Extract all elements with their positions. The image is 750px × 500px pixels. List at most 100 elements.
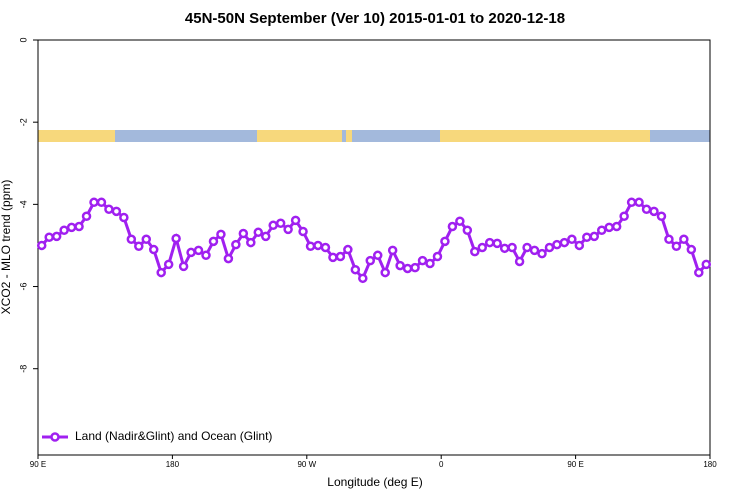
- x-tick-label: 180: [166, 460, 180, 469]
- data-point: [335, 251, 346, 262]
- data-point: [664, 234, 674, 245]
- data-point: [522, 242, 532, 253]
- data-point: [283, 224, 293, 235]
- data-point: [626, 197, 637, 208]
- chart-title: 45N-50N September (Ver 10) 2015-01-01 to…: [185, 10, 565, 27]
- data-point: [492, 238, 502, 249]
- data-point: [36, 240, 47, 251]
- y-tick-label: -4: [18, 200, 28, 208]
- data-point: [380, 267, 390, 278]
- data-point: [253, 227, 264, 238]
- y-tick-label: -2: [18, 118, 28, 126]
- y-axis-title: XCO2 - MLO trend (ppm): [0, 180, 13, 315]
- data-point: [402, 263, 413, 274]
- data-point: [119, 212, 129, 223]
- data-point: [567, 234, 577, 245]
- data-point: [320, 242, 331, 253]
- y-tick-label: -6: [18, 283, 28, 291]
- data-point: [148, 244, 159, 255]
- data-point: [260, 231, 271, 242]
- series-line: [40, 200, 708, 282]
- legend-label: Land (Nadir&Glint) and Ocean (Glint): [75, 429, 272, 443]
- data-point: [544, 242, 555, 253]
- data-point: [96, 197, 107, 208]
- data-point: [246, 237, 256, 248]
- data-point: [447, 221, 458, 232]
- data-point: [126, 234, 137, 245]
- data-point: [141, 234, 152, 245]
- data-point: [641, 204, 652, 215]
- data-point: [574, 240, 585, 251]
- y-tick-label: 0: [18, 37, 28, 42]
- data-point: [171, 233, 181, 244]
- data-point: [701, 259, 712, 270]
- data-point: [679, 234, 689, 245]
- y-tick-label: -8: [18, 365, 28, 373]
- data-point: [425, 258, 435, 269]
- x-tick-label: 180: [703, 460, 717, 469]
- data-point: [634, 197, 644, 208]
- data-point: [104, 204, 114, 215]
- data-point: [387, 245, 398, 256]
- data-point: [201, 250, 211, 261]
- data-point: [290, 215, 301, 226]
- data-point: [596, 225, 607, 235]
- data-point: [537, 248, 547, 259]
- data-point: [477, 242, 488, 253]
- data-point: [156, 267, 166, 278]
- legend-marker: [50, 432, 60, 442]
- data-point: [238, 228, 249, 239]
- x-tick-label: 90 W: [297, 460, 316, 469]
- data-point: [619, 211, 629, 222]
- data-point: [81, 211, 92, 222]
- data-point: [417, 255, 428, 266]
- data-point: [216, 229, 226, 240]
- data-point: [686, 244, 697, 255]
- data-point: [395, 260, 405, 271]
- data-point: [470, 246, 480, 257]
- data-point: [268, 220, 278, 231]
- data-point: [671, 241, 682, 252]
- land-ocean-strip: [38, 130, 710, 142]
- data-point: [358, 273, 368, 284]
- data-point: [552, 239, 562, 250]
- data-point: [440, 236, 450, 247]
- data-point: [208, 236, 219, 247]
- data-point: [656, 211, 667, 222]
- data-point: [59, 225, 69, 235]
- data-point: [66, 222, 77, 233]
- data-point: [313, 240, 323, 251]
- data-point: [507, 242, 517, 253]
- data-point: [589, 231, 600, 242]
- x-tick-label: 90 E: [30, 460, 46, 469]
- data-point: [74, 221, 84, 232]
- data-point: [582, 232, 592, 242]
- x-tick-label: 0: [439, 460, 444, 469]
- data-point: [455, 216, 465, 226]
- data-point: [499, 243, 510, 254]
- data-point: [134, 241, 144, 252]
- data-point: [111, 206, 122, 217]
- data-point: [611, 221, 622, 232]
- data-point: [514, 256, 525, 267]
- data-point: [559, 237, 570, 248]
- data-point: [484, 237, 495, 248]
- data-point: [343, 244, 353, 255]
- data-point: [649, 206, 659, 217]
- data-point: [44, 232, 54, 242]
- data-point: [89, 197, 99, 208]
- x-axis-title: Longitude (deg E): [327, 475, 422, 489]
- data-point: [178, 261, 189, 272]
- data-point: [186, 247, 196, 258]
- data-point: [462, 225, 473, 235]
- data-point: [432, 251, 443, 262]
- data-point: [350, 264, 361, 275]
- data-point: [529, 245, 540, 256]
- data-point: [604, 222, 614, 233]
- data-point: [410, 262, 420, 273]
- data-point: [365, 255, 376, 266]
- x-tick-label: 90 E: [567, 460, 583, 469]
- data-point: [305, 241, 316, 252]
- data-point: [223, 253, 234, 264]
- data-point: [372, 250, 383, 261]
